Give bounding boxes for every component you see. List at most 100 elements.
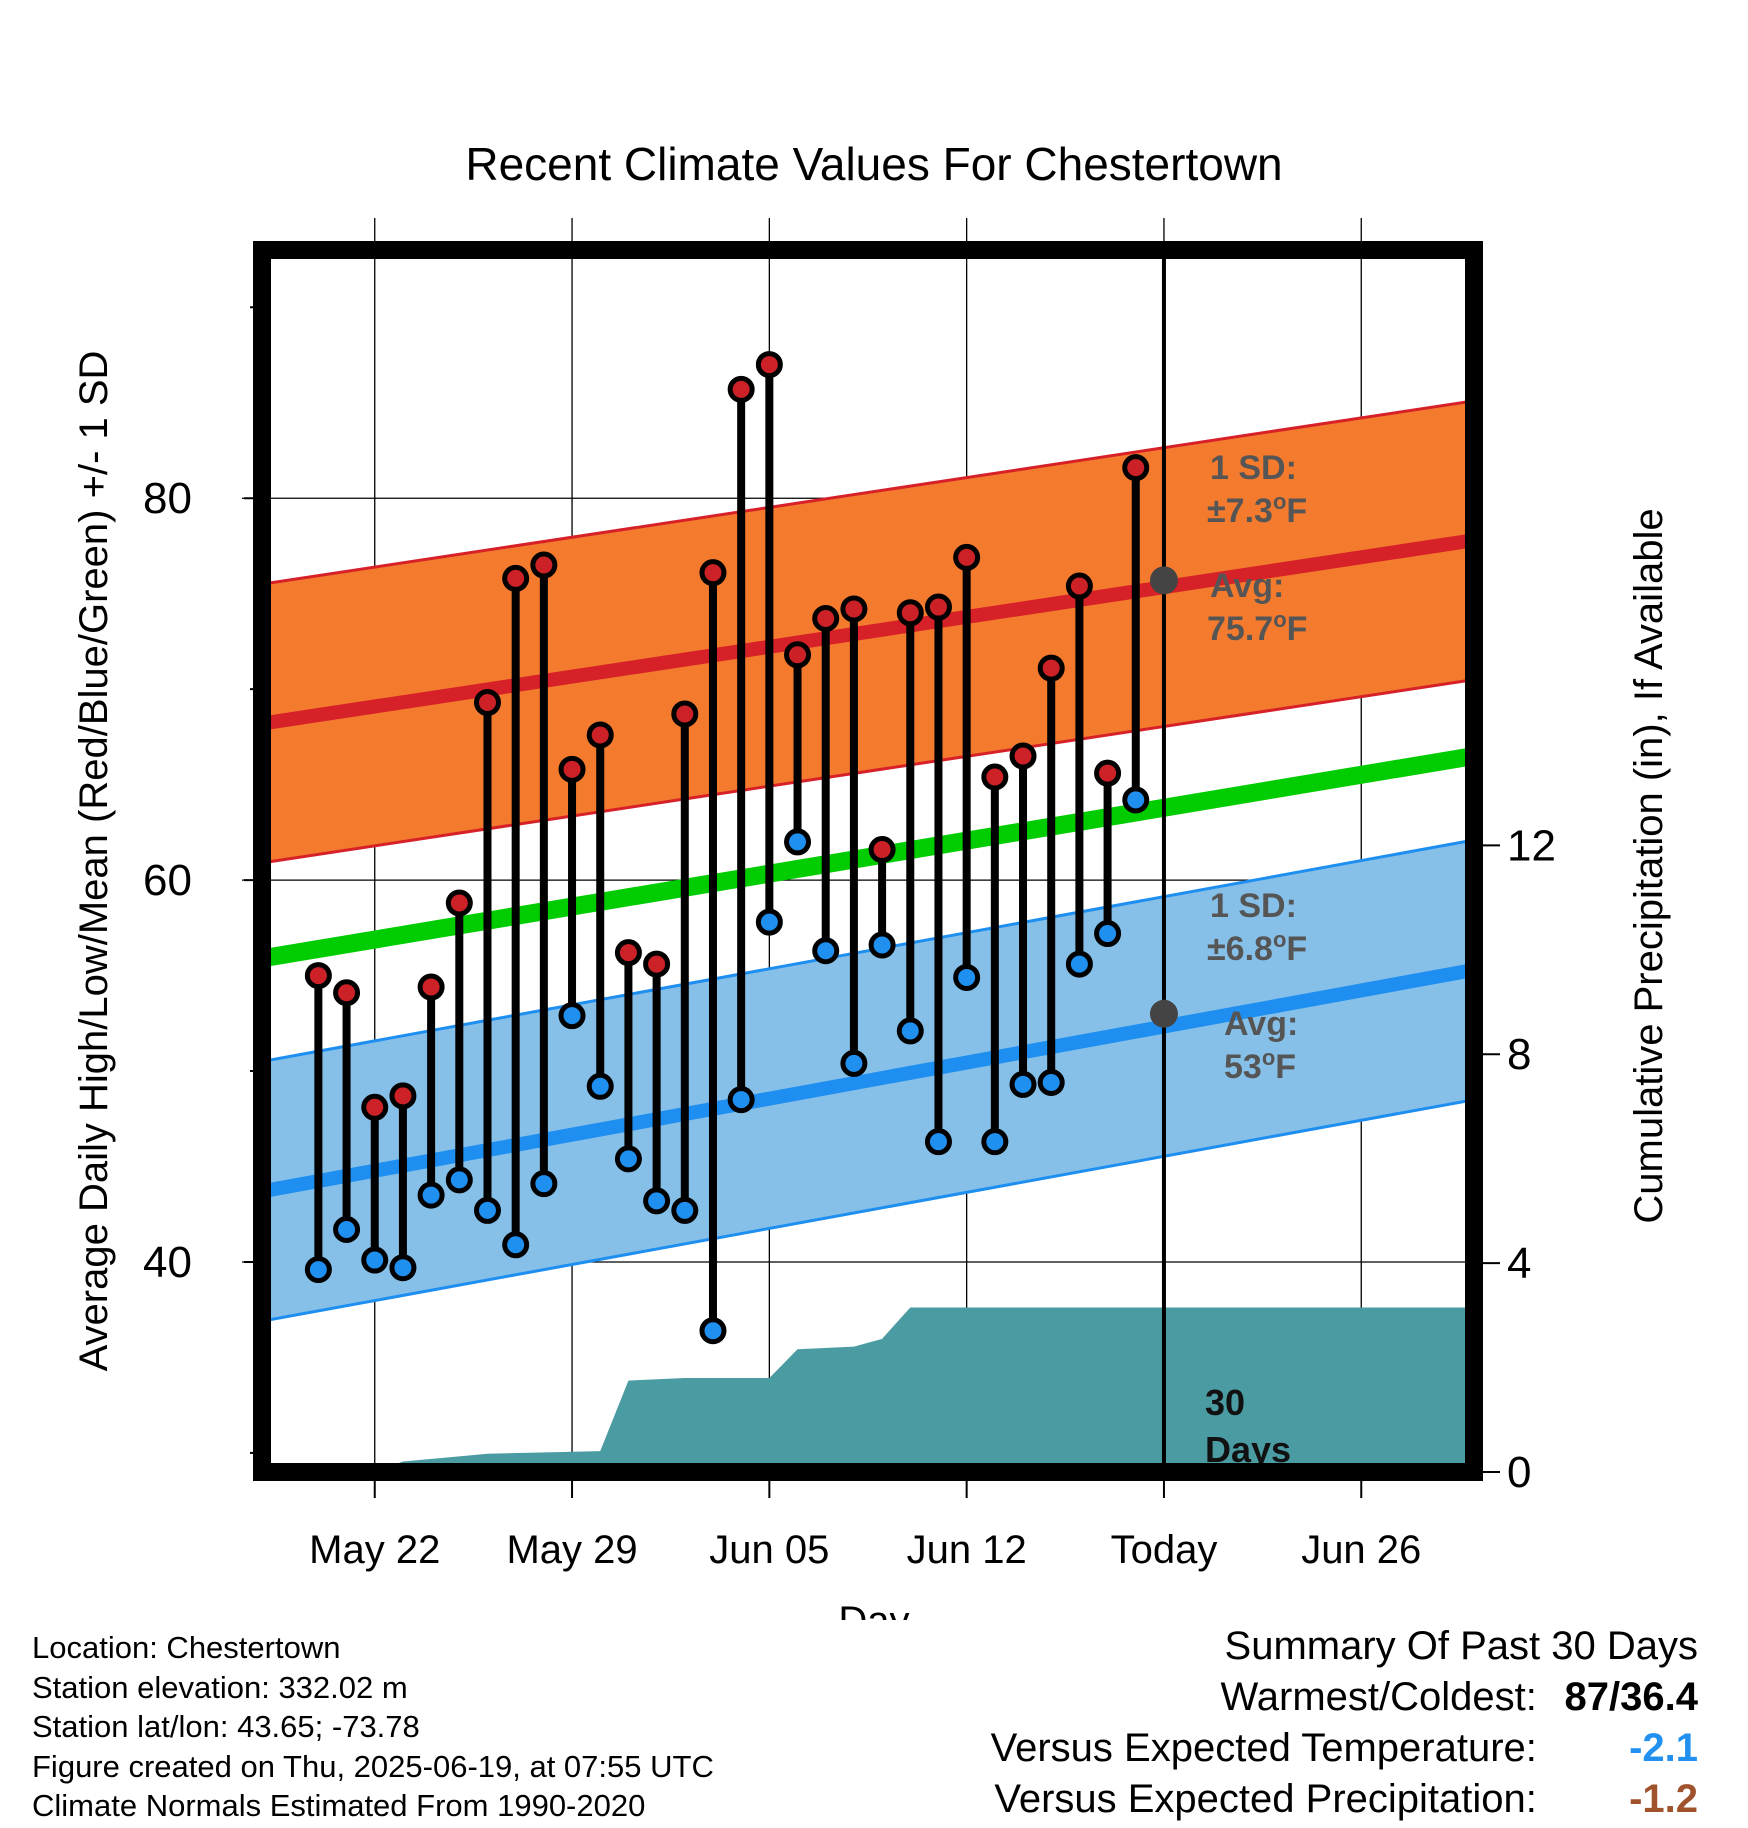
info-location: Location: Chestertown xyxy=(32,1630,341,1665)
y2-tick-label: 0 xyxy=(1507,1448,1531,1497)
high-avg-today-marker xyxy=(1149,566,1178,595)
low-temp-point xyxy=(812,937,840,965)
y-tick-label: 80 xyxy=(143,474,192,523)
high-temp-point xyxy=(812,605,840,633)
low-temp-point xyxy=(1094,920,1122,948)
low-temp-point xyxy=(614,1145,642,1173)
summary-title: Summary Of Past 30 Days xyxy=(1224,1624,1698,1668)
high-temp-point xyxy=(586,721,614,749)
high-sd-upper-line xyxy=(262,399,1474,586)
low-temp-point xyxy=(304,1256,332,1284)
info-elevation: Station elevation: 332.02 m xyxy=(32,1669,408,1705)
station-info: Location: Chestertown Station elevation:… xyxy=(32,1628,714,1826)
high-temp-point xyxy=(896,599,924,627)
high-avg-value: 75.7oF xyxy=(1207,607,1307,648)
high-temp-point xyxy=(671,700,699,728)
low-temp-point xyxy=(473,1196,501,1224)
high-temp-point xyxy=(473,689,501,717)
high-temp-point xyxy=(389,1082,417,1110)
x-axis-title: Day xyxy=(838,1599,909,1620)
low-temp-point xyxy=(868,931,896,959)
y-tick-label: 40 xyxy=(143,1238,192,1287)
low-temp-point xyxy=(1122,786,1150,814)
summary-temp-value: -2.1 xyxy=(1629,1726,1698,1770)
x-tick-label: May 22 xyxy=(309,1528,440,1572)
days-count: 30 xyxy=(1205,1382,1245,1423)
high-temp-point xyxy=(361,1093,389,1121)
high-avg-line xyxy=(262,533,1474,731)
low-temp-point xyxy=(502,1231,530,1259)
high-temp-point xyxy=(699,559,727,587)
high-temp-point xyxy=(981,763,1009,791)
high-temp-point xyxy=(1065,572,1093,600)
info-normals: Climate Normals Estimated From 1990-2020 xyxy=(32,1788,646,1823)
low-temp-point xyxy=(784,828,812,856)
y2-axis-title: Cumulative Precipitation (in), If Availa… xyxy=(1627,508,1671,1223)
low-temp-point xyxy=(389,1254,417,1282)
high-temp-point xyxy=(727,375,755,403)
low-temp-point xyxy=(755,908,783,936)
low-avg-value: 53oF xyxy=(1224,1045,1296,1086)
high-temp-point xyxy=(558,755,586,783)
high-temp-point xyxy=(304,962,332,990)
high-temp-point xyxy=(868,836,896,864)
summary-warmest-row: Warmest/Coldest: 87/36.4 xyxy=(991,1672,1699,1723)
axes: 40 60 80 0 4 8 12 May 22 May 29 Jun 05 Jun 12 Today… xyxy=(72,306,1671,1620)
high-temp-point xyxy=(1094,759,1122,787)
low-temp-point xyxy=(699,1317,727,1345)
info-created: Figure created on Thu, 2025-06-19, at 07… xyxy=(32,1748,714,1784)
high-temp-point xyxy=(1122,454,1150,482)
summary-warmest-label: Warmest/Coldest: xyxy=(1220,1675,1537,1719)
high-temp-point xyxy=(1009,742,1037,770)
high-sd-value: ±7.3oF xyxy=(1207,489,1307,530)
y-axis-title: Average Daily High/Low/Mean (Red/Blue/Gr… xyxy=(72,351,116,1372)
precip-area xyxy=(318,1307,1474,1472)
summary-panel: Summary Of Past 30 Days Warmest/Coldest:… xyxy=(991,1620,1698,1825)
mean-avg-line xyxy=(262,747,1474,968)
precip-cumulative-area xyxy=(318,1307,1474,1472)
info-latlon: Station lat/lon: 43.65; -73.78 xyxy=(32,1709,420,1744)
low-temp-point xyxy=(727,1086,755,1114)
high-avg-label: Avg: xyxy=(1210,567,1284,605)
summary-precip-value: -1.2 xyxy=(1629,1777,1698,1821)
low-temp-point xyxy=(981,1128,1009,1156)
daily-points xyxy=(304,351,1150,1345)
low-temp-point xyxy=(586,1072,614,1100)
plot-frame xyxy=(253,241,1483,1481)
low-sd-lower-line xyxy=(262,1098,1474,1323)
high-temp-point xyxy=(614,939,642,967)
low-temp-point xyxy=(530,1170,558,1198)
low-sd-label: 1 SD: xyxy=(1210,887,1297,925)
low-temp-point xyxy=(643,1187,671,1215)
low-temp-point xyxy=(1065,950,1093,978)
low-temp-point xyxy=(671,1196,699,1224)
high-temp-point xyxy=(333,979,361,1007)
high-temp-point xyxy=(784,641,812,669)
x-tick-label: Jun 12 xyxy=(907,1528,1027,1572)
chart-title: Recent Climate Values For Chestertown xyxy=(465,138,1282,190)
low-temp-point xyxy=(417,1181,445,1209)
high-temp-point xyxy=(924,593,952,621)
high-sd-label: 1 SD: xyxy=(1210,449,1297,487)
low-temp-point xyxy=(445,1166,473,1194)
normal-bands xyxy=(262,399,1474,1323)
low-temp-point xyxy=(333,1216,361,1244)
x-tick-label: Today xyxy=(1111,1528,1218,1572)
y2-tick-label: 4 xyxy=(1507,1239,1531,1288)
high-temp-point xyxy=(417,973,445,1001)
low-avg-today-marker xyxy=(1149,999,1178,1028)
high-temp-point xyxy=(755,351,783,379)
low-avg-label: Avg: xyxy=(1224,1005,1298,1043)
summary-precip-label: Versus Expected Precipitation: xyxy=(994,1777,1537,1821)
high-temp-point xyxy=(840,595,868,623)
high-temp-point xyxy=(1037,654,1065,682)
low-sd-upper-line xyxy=(262,838,1474,1063)
daily-range-bars xyxy=(314,364,1140,1331)
x-tick-label: Jun 26 xyxy=(1301,1528,1421,1572)
x-tick-label: Jun 05 xyxy=(709,1528,829,1572)
low-temp-point xyxy=(1037,1068,1065,1096)
climate-chart: Recent Climate Values For Chestertown 1 … xyxy=(72,138,1671,1620)
low-temp-point xyxy=(558,1002,586,1030)
x-tick-label: May 29 xyxy=(506,1528,637,1572)
low-temp-point xyxy=(896,1017,924,1045)
